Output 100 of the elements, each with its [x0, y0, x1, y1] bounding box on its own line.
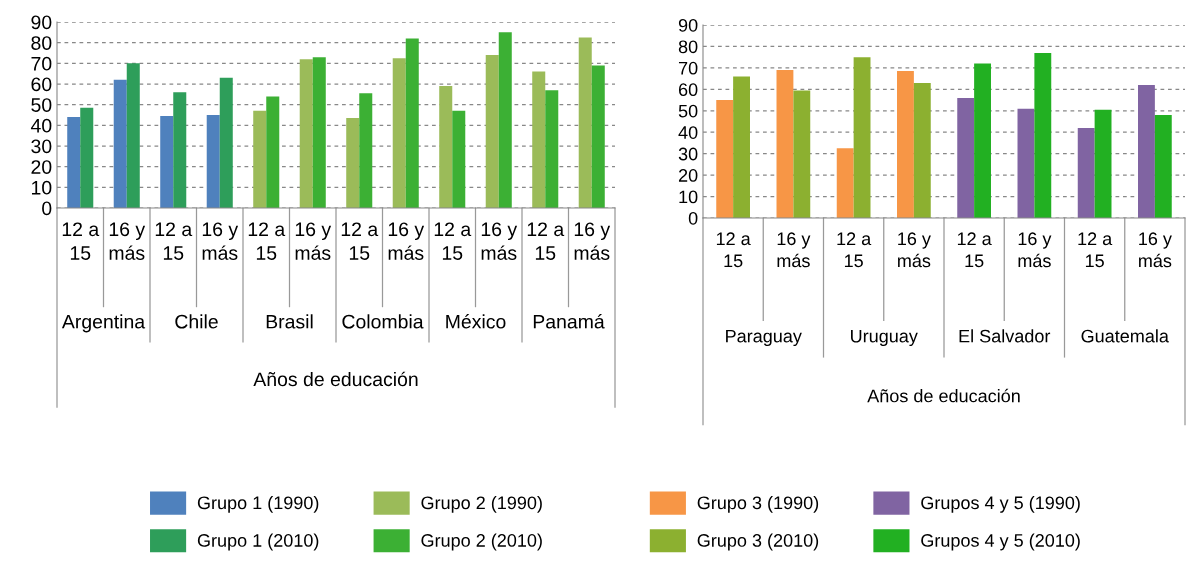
x-tick-label: 16 y más [109, 222, 146, 260]
bar [113, 79, 127, 208]
x-tick-label: 12 a 15 [1078, 232, 1113, 268]
bar [1077, 127, 1095, 218]
x-tick-label: 12 a 15 [957, 232, 992, 268]
x-tick-label: 16 y más [388, 222, 425, 260]
x-tick-label: 12 a 15 [837, 232, 872, 268]
y-tick-label: 70 [31, 56, 52, 71]
bar [853, 57, 871, 218]
text: Argentina [61, 314, 146, 333]
bar [591, 65, 605, 208]
bar [716, 100, 734, 218]
bar [545, 90, 559, 208]
y-tick-label: 80 [678, 40, 698, 54]
text: Paraguay [726, 329, 802, 347]
y-tick-label: 0 [42, 201, 52, 216]
bar [206, 115, 220, 208]
bar [266, 96, 280, 208]
bar [253, 110, 267, 208]
y-tick-label: 10 [679, 190, 698, 204]
x-tick-label: 16 y más [777, 232, 811, 268]
y-tick-label: 70 [678, 61, 698, 75]
bar [578, 37, 592, 208]
bar [126, 63, 140, 208]
x-tick-label: 12 a 15 [527, 222, 565, 260]
x-tick-label: 16 y más [574, 222, 611, 260]
bar [80, 107, 94, 208]
x-tick-label: 12 a 15 [434, 222, 472, 260]
bar [1154, 115, 1172, 218]
y-tick-label: 20 [31, 160, 52, 174]
y-tick-label: 90 [31, 15, 52, 30]
bar [1138, 85, 1155, 218]
text: Brasil [266, 314, 313, 329]
text: México [446, 314, 506, 329]
x-tick-label: 16 y más [295, 222, 332, 260]
bar [1017, 108, 1035, 218]
legend-label: Grupo 2 (2010) [421, 533, 542, 551]
y-tick-label: 50 [678, 104, 698, 118]
legend-label: Grupo 3 (2010) [697, 533, 819, 551]
y-tick-label: 20 [678, 169, 698, 182]
bar [532, 71, 546, 208]
bar [359, 93, 373, 208]
y-tick-label: 60 [31, 77, 52, 92]
y-tick-label: 30 [31, 139, 52, 154]
text: Chile [175, 314, 218, 329]
bar [219, 77, 233, 208]
legend-label: Grupo 1 (1990) [197, 495, 319, 513]
bar [498, 32, 512, 208]
bar [312, 57, 326, 208]
x-tick-label: 12 a 15 [716, 232, 751, 268]
bar [733, 76, 750, 218]
text: Guatemala [1081, 329, 1169, 343]
x-tick-label: 16 y más [481, 222, 518, 260]
legend-label: Grupos 4 y 5 (2010) [921, 533, 1080, 551]
bar [485, 55, 499, 208]
x-tick-label: 16 y más [202, 222, 239, 260]
bar [974, 63, 991, 218]
bar [346, 118, 360, 208]
bar [405, 38, 419, 208]
x-tick-label: 12 a 15 [248, 222, 286, 260]
x-tick-label: 12 a 15 [341, 222, 379, 260]
y-tick-label: 90 [678, 18, 698, 32]
y-tick-label: 80 [31, 36, 52, 50]
y-tick-label: 0 [688, 211, 698, 225]
legend-label: Grupo 3 (1990) [697, 495, 819, 513]
x-tick-label: 16 y más [898, 232, 931, 268]
y-tick-label: 30 [678, 147, 698, 161]
x-tick-label: 12 a 15 [155, 222, 193, 260]
y-tick-label: 50 [31, 98, 52, 112]
legend-label: Grupos 4 y 5 (1990) [921, 495, 1080, 513]
x-tick-label: 16 y más [1139, 232, 1172, 268]
bar [452, 110, 466, 208]
text: El Salvador [959, 329, 1051, 343]
y-tick-label: 10 [32, 180, 52, 195]
text: Panamá [533, 314, 605, 329]
bar [793, 90, 811, 218]
bar [1094, 109, 1112, 218]
bar [439, 86, 453, 208]
x-axis-title: Años de educación [867, 388, 1020, 403]
bar [836, 148, 854, 218]
bar [913, 82, 931, 218]
y-tick-label: 60 [678, 83, 698, 97]
text: Colombia [342, 314, 424, 329]
x-tick-label: 16 y más [1018, 232, 1052, 268]
text: Uruguay [851, 329, 918, 347]
bar [897, 71, 914, 218]
y-tick-label: 40 [678, 126, 698, 139]
bar [392, 58, 406, 208]
bar [67, 117, 81, 208]
legend-label: Grupo 2 (1990) [421, 495, 542, 513]
legend-label: Grupo 1 (2010) [197, 533, 319, 551]
bar [776, 70, 794, 218]
bar [299, 59, 313, 208]
x-axis-title: Años de educación [253, 371, 418, 387]
bar [160, 116, 174, 208]
bar [1034, 52, 1052, 218]
bar [957, 97, 975, 218]
x-tick-label: 12 a 15 [62, 222, 100, 260]
y-tick-label: 40 [30, 118, 52, 133]
bar [173, 92, 187, 208]
